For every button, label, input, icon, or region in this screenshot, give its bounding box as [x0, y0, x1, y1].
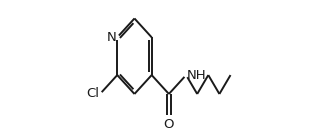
Text: O: O [164, 118, 174, 131]
Text: N: N [106, 31, 116, 44]
Text: NH: NH [187, 69, 207, 82]
Text: Cl: Cl [86, 88, 99, 100]
